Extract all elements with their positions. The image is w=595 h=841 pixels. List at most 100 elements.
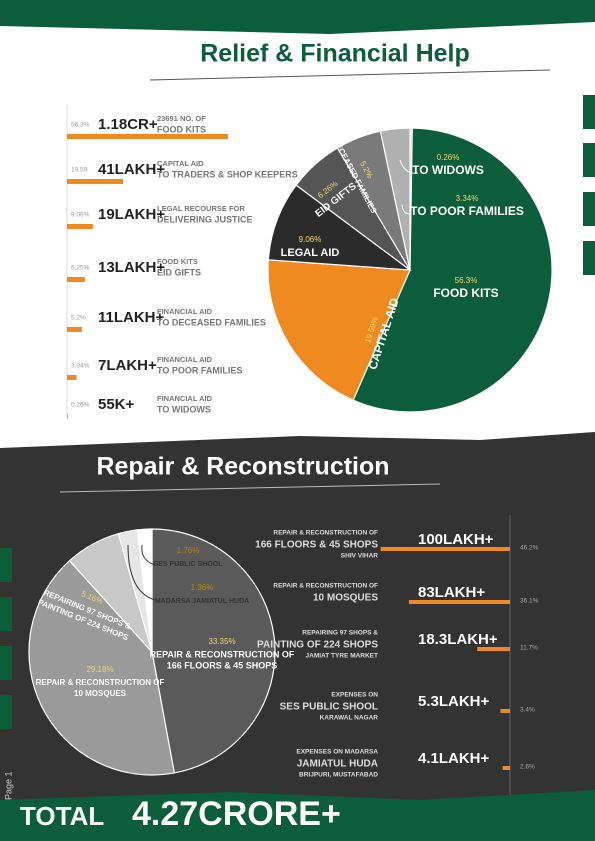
description: JAMIAT TYRE MARKET	[306, 653, 378, 660]
description: TO TRADERS & SHOP KEEPERS	[157, 169, 298, 179]
slice-label: 1.76% SES PUBLIC SHOOL	[154, 546, 224, 568]
amount: 7LAKH+	[98, 357, 157, 374]
share-label: 5.2%	[71, 315, 86, 322]
footer-band	[0, 790, 595, 841]
description: TO DECEASED FAMILIES	[157, 317, 266, 327]
amount: 100LAKH+	[418, 531, 494, 548]
description: BRIJPURI, MUSTAFABAD	[299, 772, 378, 779]
description: FOOD KITS	[157, 124, 206, 134]
description: EXPENSES ON	[331, 692, 378, 699]
description: EXPENSES ON MADARSA	[296, 749, 378, 756]
total-label: TOTAL	[20, 801, 104, 831]
side-tab	[583, 95, 595, 129]
description: SES PUBLIC SHOOL	[280, 702, 378, 713]
share-label: 36.1%	[520, 598, 539, 605]
leader-line	[401, 204, 411, 215]
title-rule	[59, 483, 441, 493]
side-tab	[0, 548, 12, 582]
title-rule	[149, 69, 551, 81]
description: FINANCIAL AID	[157, 307, 213, 316]
side-tab	[0, 597, 12, 631]
amount: 18.3LAKH+	[418, 631, 498, 648]
amount: 4.1LAKH+	[418, 750, 490, 767]
leader-line	[127, 544, 156, 601]
amount: 1.18CR+	[98, 116, 158, 133]
section-title: Relief & Financial Help	[200, 40, 470, 68]
slice-name: 10 MOSQUES	[74, 689, 127, 698]
section-title: Repair & Reconstruction	[96, 453, 389, 481]
share-bar	[67, 375, 77, 380]
pie-slice	[267, 259, 411, 401]
side-tab	[583, 143, 595, 177]
description: TO POOR FAMILIES	[157, 365, 242, 375]
description: DELIVERING JUSTICE	[157, 214, 253, 224]
share-bar	[67, 179, 124, 184]
amount: 19LAKH+	[98, 206, 165, 223]
share-label: 46.2%	[520, 545, 539, 552]
page-number: Page 1	[3, 771, 13, 800]
side-tab	[583, 241, 595, 275]
description: 23691 NO. OF	[157, 114, 206, 123]
description: REPAIR & RECONSTRUCTION OF	[273, 583, 378, 590]
description: FINANCIAL AID	[157, 355, 213, 364]
share-label: 6.25%	[71, 265, 90, 272]
share-bar	[67, 277, 85, 282]
slice-percent: 1.76%	[177, 546, 200, 555]
slice-name: TO POOR FAMILIES	[410, 204, 524, 218]
slice-percent: 29.18%	[86, 665, 113, 674]
description: FOOD KITS	[157, 257, 198, 266]
pie-slice	[151, 528, 276, 774]
amount: 11LAKH+	[98, 309, 165, 326]
slice-percent: 33.35%	[208, 637, 235, 646]
pie-slice	[28, 559, 176, 776]
description: CAPITAL AID	[157, 159, 204, 168]
description: JAMIATUL HUDA	[297, 759, 378, 770]
share-bar	[67, 414, 68, 419]
share-bar	[477, 647, 510, 651]
description: PAINTING OF 224 SHOPS	[257, 640, 378, 651]
pie-slice	[352, 127, 553, 413]
slice-percent: 0.26%	[437, 153, 460, 162]
description: LEGAL RECOURSE FOR	[157, 204, 245, 213]
slice-label: 9.06% LEGAL AID	[281, 235, 340, 259]
share-label: 3.34%	[71, 363, 90, 370]
amount: 41LAKH+	[98, 161, 165, 178]
slice-percent: 3.34%	[456, 194, 479, 203]
side-tab	[0, 646, 12, 680]
pie-slice	[379, 127, 411, 271]
total-value: 4.27CRORE+	[132, 795, 341, 833]
slice-label: 29.18% REPAIR & RECONSTRUCTION OF 10 MOSQU…	[36, 665, 165, 698]
share-label: 2.6%	[520, 764, 535, 771]
pie-slice	[267, 184, 413, 271]
description: TO WIDOWS	[157, 404, 211, 414]
description: REPAIRING 97 SHOPS &	[302, 630, 378, 637]
share-label: 0.26%	[71, 402, 90, 409]
share-bar	[408, 600, 510, 604]
description: 166 FLOORS & 45 SHOPS	[255, 540, 378, 551]
share-bar	[380, 547, 510, 551]
leader-line	[141, 544, 156, 566]
amount: 83LAKH+	[418, 584, 485, 601]
side-tab	[583, 192, 595, 226]
slice-name: REPAIR & RECONSTRUCTION OF	[150, 649, 295, 659]
share-label: 9.06%	[71, 212, 90, 219]
slice-name: REPAIR & RECONSTRUCTION OF	[36, 678, 165, 687]
slice-name: LEGAL AID	[281, 247, 340, 259]
slice-percent: 1.36%	[191, 583, 214, 592]
slice-label: 56.3%FOOD KITS	[433, 276, 498, 300]
share-bar	[502, 766, 510, 770]
description: FINANCIAL AID	[157, 394, 213, 403]
slice-label: 0.26%TO WIDOWS	[412, 153, 484, 177]
share-label: 56.3%	[71, 122, 90, 129]
description: SHIV VIHAR	[341, 553, 379, 560]
share-bar	[67, 224, 93, 229]
slice-label: 1.36% MADARSA JAMIATUL HUDA	[155, 583, 249, 605]
description: REPAIR & RECONSTRUCTION OF	[273, 530, 378, 537]
slice-name: FOOD KITS	[433, 286, 498, 300]
amount: 5.3LAKH+	[418, 693, 490, 710]
slice-name: TO WIDOWS	[412, 163, 484, 177]
side-tab	[0, 695, 12, 729]
share-label: 11.7%	[520, 645, 538, 652]
